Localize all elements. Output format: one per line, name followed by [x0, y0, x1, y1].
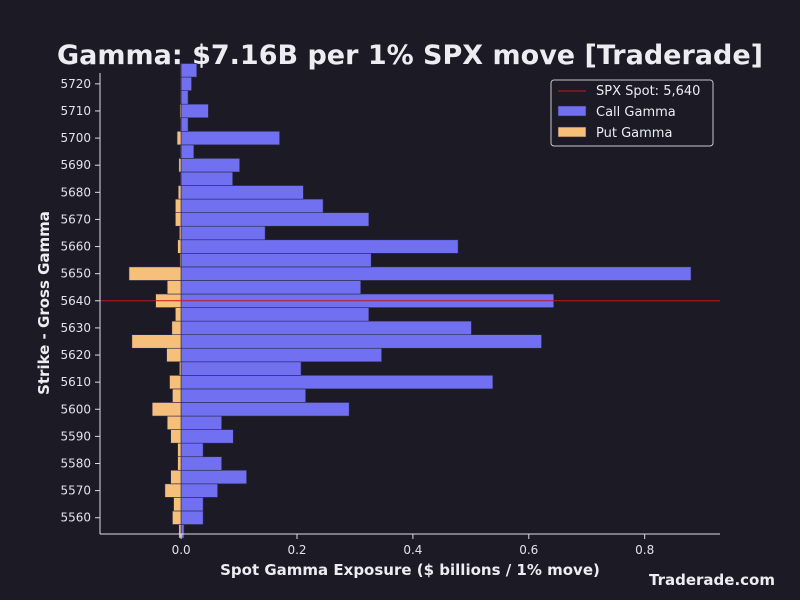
- put-gamma-bar: [178, 158, 182, 173]
- legend-put-label: Put Gamma: [596, 126, 672, 141]
- call-gamma-bar: [180, 90, 189, 105]
- x-tick-label: 0.4: [403, 543, 422, 557]
- call-gamma-bar: [180, 212, 370, 227]
- call-gamma-bar: [180, 158, 240, 173]
- call-gamma-bar: [180, 103, 209, 119]
- y-tick-label: 5660: [60, 240, 91, 254]
- call-gamma-bar: [180, 388, 307, 403]
- call-gamma-bar: [180, 375, 494, 390]
- call-gamma-bar: [180, 361, 302, 376]
- put-gamma-bar: [164, 483, 182, 498]
- call-gamma-bar: [180, 266, 692, 281]
- y-axis-label: Strike - Gross Gamma: [35, 211, 53, 395]
- legend-call-label: Call Gamma: [596, 105, 676, 120]
- call-gamma-bar: [180, 334, 542, 349]
- put-gamma-bar: [170, 469, 182, 485]
- call-gamma-bar: [180, 497, 204, 512]
- put-gamma-bar: [128, 266, 182, 281]
- call-gamma-bar: [180, 510, 204, 525]
- call-gamma-bar: [180, 483, 218, 498]
- put-gamma-bar: [166, 415, 182, 430]
- put-gamma-bar: [166, 280, 182, 295]
- call-gamma-bar: [180, 429, 234, 444]
- y-tick-label: 5700: [60, 131, 91, 145]
- put-gamma-bar: [169, 375, 182, 390]
- y-tick-label: 5630: [60, 321, 91, 335]
- call-gamma-bar: [180, 171, 233, 186]
- call-gamma-bar: [180, 185, 304, 200]
- call-gamma-bar: [180, 402, 350, 417]
- put-gamma-bar: [175, 198, 182, 213]
- x-tick-label: 0.6: [519, 543, 538, 557]
- call-gamma-bar: [180, 307, 370, 322]
- call-gamma-bar: [180, 198, 324, 213]
- legend-call-swatch: [557, 105, 587, 117]
- x-ticks: 0.0 0.2 0.4 0.6 0.8: [172, 534, 654, 557]
- y-tick-label: 5640: [60, 294, 91, 308]
- y-tick-label: 5670: [60, 212, 91, 226]
- y-tick-label: 5710: [60, 104, 91, 118]
- y-tick-label: 5610: [60, 375, 91, 389]
- call-gamma-bar: [180, 117, 189, 132]
- put-gamma-bar: [151, 402, 182, 417]
- axes: 0.0 0.2 0.4 0.6 0.8 5560 5570 5580 5590 5600 5610…: [60, 73, 720, 557]
- put-gamma-bars: [128, 63, 182, 539]
- put-gamma-bar: [175, 212, 182, 227]
- call-gamma-bar: [180, 347, 382, 363]
- put-gamma-bar: [170, 429, 182, 444]
- x-axis-label: Spot Gamma Exposure ($ billions / 1% mov…: [220, 561, 600, 579]
- x-tick-label: 0.0: [172, 543, 191, 557]
- call-gamma-bar: [180, 280, 362, 295]
- put-gamma-bar: [166, 347, 182, 363]
- chart-title: Gamma: $7.16B per 1% SPX move [Traderade…: [57, 40, 763, 71]
- call-gamma-bars: [180, 63, 692, 539]
- put-gamma-bar: [172, 510, 182, 525]
- y-tick-label: 5590: [60, 429, 91, 443]
- y-tick-label: 5680: [60, 185, 91, 199]
- call-gamma-bar: [180, 225, 266, 241]
- x-tick-label: 0.2: [287, 543, 306, 557]
- legend-box: [550, 79, 714, 147]
- legend-spot-label: SPX Spot: 5,640: [596, 84, 700, 99]
- y-tick-label: 5570: [60, 484, 91, 498]
- call-gamma-bar: [180, 144, 195, 159]
- call-gamma-bar: [180, 239, 459, 254]
- y-tick-label: 5690: [60, 158, 91, 172]
- put-gamma-bar: [177, 239, 182, 254]
- y-tick-label: 5580: [60, 456, 91, 470]
- put-gamma-bar: [171, 320, 182, 335]
- call-gamma-bar: [180, 253, 372, 268]
- call-gamma-bar: [180, 469, 247, 485]
- put-gamma-bar: [176, 131, 182, 146]
- x-tick-label: 0.8: [635, 543, 654, 557]
- call-gamma-bar: [180, 63, 198, 78]
- y-tick-label: 5600: [60, 402, 91, 416]
- y-tick-label: 5560: [60, 511, 91, 525]
- put-gamma-bar: [177, 185, 182, 200]
- y-ticks: 5560 5570 5580 5590 5600 5610 5620 5630 5640 5650…: [60, 77, 100, 525]
- put-gamma-bar: [177, 442, 182, 458]
- y-tick-label: 5650: [60, 267, 91, 281]
- call-gamma-bar: [180, 456, 222, 471]
- y-tick-label: 5720: [60, 77, 91, 91]
- watermark: Traderade.com: [649, 571, 775, 589]
- call-gamma-bar: [180, 415, 222, 430]
- y-tick-label: 5620: [60, 348, 91, 362]
- put-gamma-bar: [173, 497, 182, 512]
- put-gamma-bar: [177, 456, 182, 471]
- call-gamma-bar: [180, 442, 204, 458]
- legend-put-swatch: [557, 126, 587, 138]
- call-gamma-bar: [180, 320, 472, 335]
- call-gamma-bar: [180, 131, 280, 146]
- plot-area: [100, 63, 720, 539]
- put-gamma-bar: [172, 388, 182, 403]
- call-gamma-bar: [180, 76, 192, 91]
- put-gamma-bar: [175, 307, 182, 322]
- legend: SPX Spot: 5,640 Call Gamma Put Gamma: [550, 79, 714, 147]
- put-gamma-bar: [131, 334, 182, 349]
